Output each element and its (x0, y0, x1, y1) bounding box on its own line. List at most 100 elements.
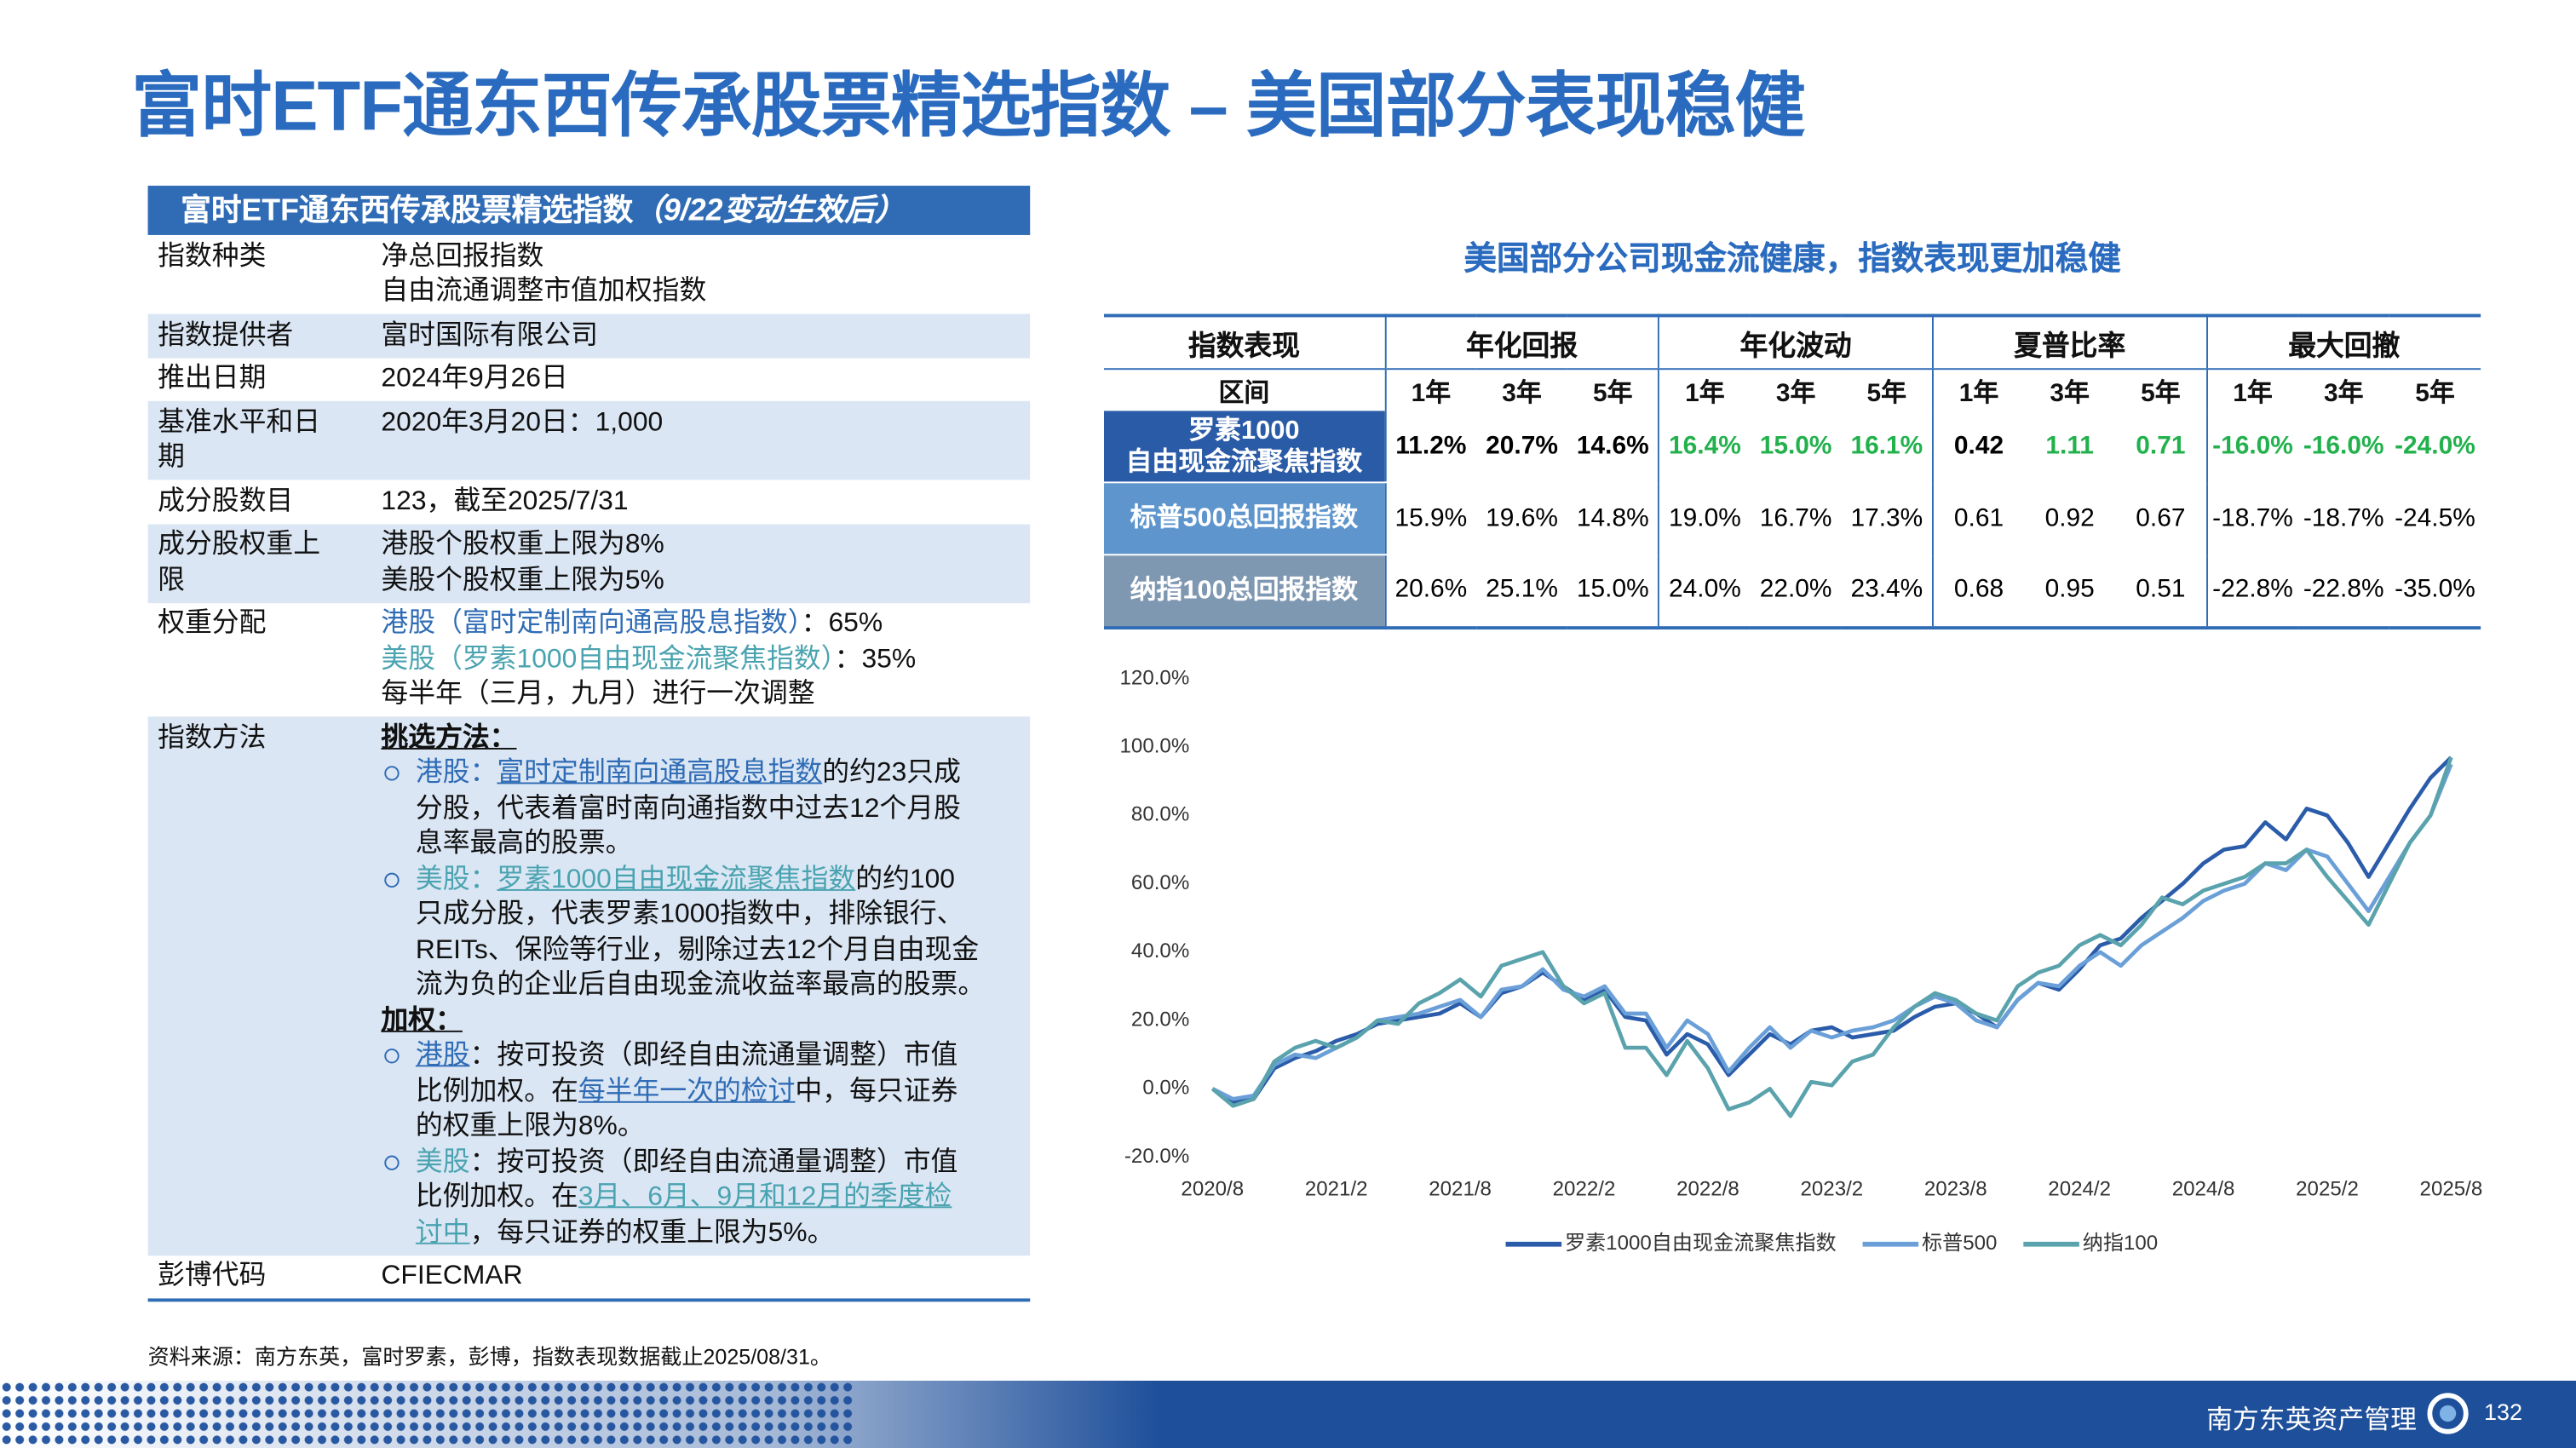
metric-cell: -18.7% (2303, 503, 2384, 532)
metric-cell: 16.4% (1658, 411, 1751, 483)
text-run: 的约100 (855, 864, 955, 894)
text-line: 每半年（三月，九月）进行一次调整 (381, 678, 815, 709)
metric-cell: 16.7% (1759, 503, 1832, 532)
text-line: 123，截至2025/7/31 (381, 486, 629, 515)
metric-cell: 15.0% (1576, 575, 1649, 604)
row-label: 指数方法 (158, 722, 267, 752)
text-run: 港股（富时定制南向通高股息指数） (381, 607, 802, 638)
bullet-item: 美股：按可投资（即经自由流通量调整）市值 比例加权。在3月、6月、9月和12月的季… (381, 1145, 985, 1250)
page-number: 132 (2483, 1399, 2523, 1425)
text-run: 美股（罗素1000自由现金流聚焦指数） (381, 643, 835, 674)
x-tick-label: 2024/2 (2048, 1177, 2111, 1200)
text-run: 的约23只成 (822, 757, 961, 788)
row-value: 2024年9月26日 (381, 362, 567, 397)
metric-cell: 20.7% (1486, 432, 1558, 460)
name-line: 罗素1000 (1188, 417, 1300, 445)
metric-cell: 17.3% (1850, 503, 1923, 532)
text-run: 每半年一次的检讨 (578, 1075, 796, 1106)
legend: 罗素1000自由现金流聚焦指数 标普500 纳指100 (1505, 1232, 2158, 1255)
info-rows: 指数种类 净总回报指数 自由流通调整市值加权指数 指数提供者 富时国际有限公司 推出日期 2… (147, 235, 1031, 1298)
footer-band (0, 1380, 2576, 1448)
metric-cell: 19.0% (1658, 482, 1751, 555)
info-row: 基准水平和日期 2020年3月20日：1,000 (147, 400, 1031, 480)
section-heading: 挑选方法： (381, 722, 517, 752)
text-line: 2020年3月20日：1,000 (381, 406, 664, 437)
metric-cell: 11.2% (1383, 411, 1476, 483)
period: 5年 (1592, 378, 1633, 407)
y-tick-label: -20.0% (1124, 1145, 1189, 1168)
section-heading: 加权： (381, 1004, 463, 1035)
x-tick-label: 2025/2 (2296, 1177, 2359, 1200)
text-run: 3月、6月、9月和12月的季度检 (578, 1181, 952, 1212)
info-row: 成分股权重上限 港股个股权重上限为8% 美股个股权重上限为5% (147, 523, 1031, 603)
source-note: 资料来源：南方东英，富时罗素，彭博，指数表现数据截止2025/08/31。 (147, 1344, 832, 1370)
bullet-item: 港股：按可投资（即经自由流通量调整）市值 比例加权。在每半年一次的检讨中，每只证券… (381, 1039, 985, 1145)
bullet-item: 港股：富时定制南向通高股息指数的约23只成 分股，代表着富时南向通指数中过去12个… (381, 756, 985, 862)
metric-cell: -18.7% (2205, 482, 2298, 555)
row-label: 指数种类 (158, 240, 267, 271)
row-value: 2020年3月20日：1,000 (381, 405, 663, 476)
row-label: 基准水平和日期 (158, 406, 321, 472)
index-name: 罗素1000 自由现金流聚焦指数 (1103, 411, 1385, 484)
legend-label: 标普500 (1922, 1232, 1997, 1255)
text-line: 美股（罗素1000自由现金流聚焦指数）：35% (381, 642, 916, 677)
period: 3年 (1502, 378, 1542, 407)
series-line (1211, 763, 2453, 1101)
metric-cell: 25.1% (1486, 575, 1558, 604)
info-row: 指数种类 净总回报指数 自由流通调整市值加权指数 (148, 235, 1031, 314)
row-value: 港股（富时定制南向通高股息指数）：65% 美股（罗素1000自由现金流聚焦指数）：… (381, 606, 916, 712)
text-line: 的权重上限为8%。 (415, 1111, 645, 1141)
row-label: 成分股数目 (158, 486, 294, 515)
text-line: CFIECMAR (381, 1261, 523, 1290)
metric-cell: 14.8% (1576, 503, 1649, 532)
index-name: 纳指100总回报指数 (1103, 554, 1385, 629)
performance-row: 罗素1000 自由现金流聚焦指数 11.2% 20.7% 14.6% 16.4% 15.0%… (1103, 411, 2481, 484)
metric-cell: -24.0% (2395, 432, 2475, 460)
metric-cell: 0.61 (1931, 482, 2025, 555)
legend-label: 罗素1000自由现金流聚焦指数 (1565, 1232, 1837, 1255)
performance-table: 指数表现 年化回报 年化波动 夏普比率 最大回撤 区间 1年 3年 5年 1年 3年 5年 1年 3年 5年… (1103, 313, 2481, 630)
metric-cell: 15.9% (1383, 482, 1476, 555)
text-run: ，每只证券的权重上限为5%。 (469, 1216, 835, 1247)
period: 3年 (1775, 378, 1816, 407)
bullet-item: 美股：罗素1000自由现金流聚焦指数的约100 只成分股，代表罗素1000指数中，… (381, 862, 985, 1003)
text-line: 流为负的企业后自由现金流收益率最高的股票。 (415, 969, 986, 1000)
y-tick-label: 0.0% (1142, 1077, 1189, 1100)
text-line: 讨中，每只证券的权重上限为5%。 (416, 1215, 985, 1250)
text-line: 港股：富时定制南向通高股息指数的约23只成 (416, 756, 985, 791)
text-line: 港股个股权重上限为8% (381, 529, 664, 560)
y-tick-label: 40.0% (1131, 939, 1189, 962)
y-tick-label: 20.0% (1131, 1008, 1189, 1031)
info-row: 指数方法 挑选方法： 港股：富时定制南向通高股息指数的约23只成 分股，代表着富时南向… (147, 716, 1031, 1256)
text-run: 港股 (415, 1040, 470, 1071)
period: 3年 (2323, 378, 2364, 407)
text-line: 富时国际有限公司 (381, 319, 598, 350)
x-tick-label: 2025/8 (2420, 1177, 2483, 1200)
metric-cell: 22.0% (1759, 575, 1832, 604)
text-run: ：按可投资（即经自由流通量调整）市值 (469, 1146, 958, 1176)
text-run: 讨中 (415, 1216, 470, 1247)
x-tick-label: 2023/2 (1800, 1177, 1863, 1200)
x-tick-label: 2023/8 (1924, 1177, 1987, 1200)
text-run: 美股： (415, 864, 497, 894)
metric-cell: 0.67 (2136, 503, 2186, 532)
period: 5年 (2415, 378, 2455, 407)
row-value: 123，截至2025/7/31 (381, 484, 628, 519)
text-run: 港股： (415, 757, 497, 788)
metric-cell: -24.5% (2395, 503, 2475, 532)
text-line: 美股：罗素1000自由现金流聚焦指数的约100 (416, 862, 985, 897)
legend-label: 纳指100 (2083, 1232, 2158, 1255)
performance-body: 指数表现 年化回报 年化波动 夏普比率 最大回撤 区间 1年 3年 5年 1年 3年 5年 1年 3年 5年… (1103, 315, 2481, 629)
period: 5年 (1866, 378, 1907, 407)
text-run: 美股 (415, 1146, 470, 1176)
text-line: 美股：按可投资（即经自由流通量调整）市值 (416, 1145, 985, 1180)
text-run: 富时定制南向通高股息指数 (497, 757, 823, 788)
text-line: 港股（富时定制南向通高股息指数）：65% (381, 606, 916, 641)
index-name: 标普500总回报指数 (1103, 482, 1385, 556)
period: 1年 (1658, 369, 1751, 411)
y-tick-label: 120.0% (1120, 666, 1190, 689)
section-title: 美国部分公司现金流健康，指数表现更加稳健 (1463, 241, 2121, 279)
metric-cell: 0.92 (2044, 503, 2095, 532)
period: 5年 (2141, 378, 2181, 407)
